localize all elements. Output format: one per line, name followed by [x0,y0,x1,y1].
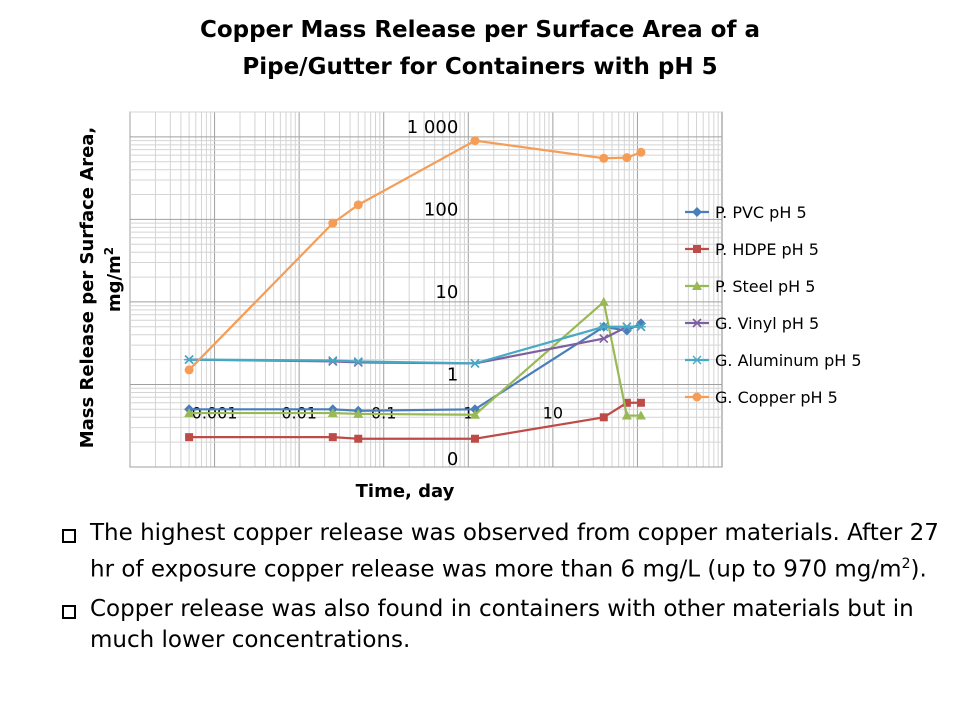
legend-label: G. Vinyl pH 5 [715,314,819,333]
data-point [636,398,645,407]
data-point [693,245,701,253]
x-tick-label: 10 [543,403,563,422]
plot-area [129,111,723,468]
series-p-hdpe-ph-5 [185,398,645,443]
bullet-text: The highest copper release was observed … [90,518,942,586]
data-point [599,413,608,422]
data-point [353,408,364,418]
data-point [354,434,363,443]
data-point [636,147,646,157]
y-axis-label: Mass Release per Surface Area, [77,127,98,449]
data-point [469,409,480,419]
bullet-item: The highest copper release was observed … [62,518,942,586]
data-point [353,200,363,210]
chart-title: Copper Mass Release per Surface Area of … [0,12,960,86]
legend-label: G. Aluminum pH 5 [715,351,862,370]
data-point [692,318,702,328]
data-point [184,408,195,418]
data-point [621,322,632,332]
x-tick-label: 1 [463,403,473,422]
y-tick-label: 0 [447,449,458,470]
legend-label: G. Copper pH 5 [715,388,838,407]
data-point [692,281,702,290]
x-axis-label: Time, day [356,481,455,502]
y-tick-label: 1 000 [407,117,459,138]
legend-label: P. Steel pH 5 [715,277,815,296]
data-point [327,356,338,366]
y-axis-unit: mg/m2 [102,247,125,312]
chart-title-line-1: Copper Mass Release per Surface Area of … [199,17,761,43]
data-point [621,410,632,420]
grid-lines [129,111,722,468]
y-tick-label: 1 [447,364,458,385]
data-point [598,322,609,332]
data-point [185,433,194,442]
bullet-item: Copper release was also found in contain… [62,594,942,656]
bullet-text-sup: 2 [901,556,911,572]
data-point [599,333,609,344]
y-tick-label: 10 [435,282,458,303]
data-point [328,218,338,228]
legend-label: P. HDPE pH 5 [715,240,819,259]
data-point [469,358,480,368]
data-point [470,136,480,146]
data-point [692,207,702,217]
data-point [635,410,646,420]
checkbox-bullet-icon [62,529,76,543]
data-point [622,398,631,407]
series-p-steel-ph-5 [184,296,646,420]
y-tick-label: 100 [424,199,458,220]
x-tick-label: 0.1 [371,403,396,422]
chart-title-line-2: Pipe/Gutter for Containers with pH 5 [242,54,718,80]
checkbox-bullet-icon [62,604,76,619]
data-point [328,433,337,442]
series-g-aluminum-ph-5 [184,322,646,368]
bullet-text-main: Copper release was also found in contain… [90,595,914,653]
data-point [184,365,194,375]
bullet-list: The highest copper release was observed … [62,518,942,664]
data-point [599,153,609,163]
data-point [692,392,702,402]
data-point [622,153,632,163]
data-point [635,322,646,332]
data-point [327,408,338,418]
bullet-text: Copper release was also found in contain… [90,594,942,656]
y-axis-unit-sup: 2 [102,247,116,255]
data-point [184,355,195,365]
data-point [470,434,479,443]
series-g-copper-ph-5 [184,136,646,375]
data-point [598,296,609,306]
data-point [692,355,702,365]
data-point [353,356,364,366]
bullet-text-end: ). [910,556,927,583]
bullet-text-main: The highest copper release was observed … [90,520,939,583]
legend: P. PVC pH 5 P. HDPE pH 5 P. Steel pH 5 G. V… [685,203,862,407]
legend-label: P. PVC pH 5 [715,203,807,222]
